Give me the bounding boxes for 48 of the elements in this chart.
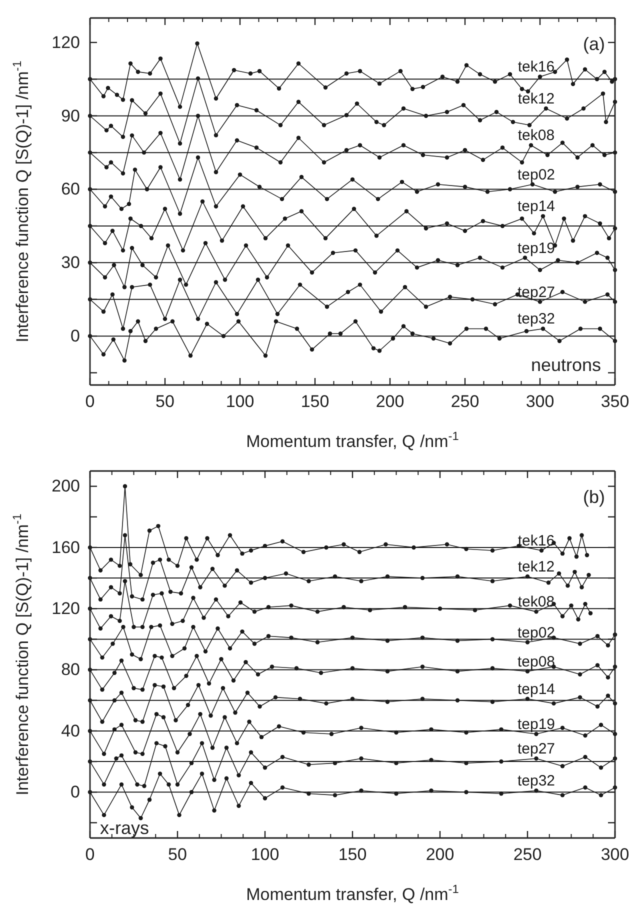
series-label: tep02 [517,166,556,184]
series-label: tek16 [518,58,555,76]
x-tick-label: 250 [513,845,542,864]
annotation: x-rays [100,818,149,838]
y-tick-label: 90 [61,106,80,126]
x-tick-label: 300 [526,392,554,412]
series-label: tep14 [517,680,556,698]
y-tick-label: 120 [52,599,80,618]
y-tick-label: 60 [61,180,80,199]
y-tick-label: 160 [52,538,80,557]
annotation: (b) [583,487,605,507]
y-tick-label: 0 [70,326,80,346]
x-tick-label: 0 [85,392,95,412]
series-label: tep32 [517,310,556,328]
x-tick-label: 250 [450,392,480,412]
series-label: tek12 [518,558,555,576]
y-tick-label: 40 [61,721,80,740]
x-axis-title: Momentum transfer, Q /nm$^{-1}$ [246,882,460,904]
y-tick-label: 80 [61,660,80,680]
series-label: tep02 [517,624,556,642]
annotation: (a) [583,34,605,54]
x-tick-label: 200 [426,845,454,864]
series-label: tep27 [517,284,556,301]
x-axis-title: Momentum transfer, Q /nm$^{-1}$ [246,429,460,451]
series-label: tep19 [517,716,556,734]
x-tick-label: 300 [600,845,630,864]
series-label: tep14 [517,198,556,216]
series-label: tep27 [517,740,556,758]
series-label: tek08 [518,594,555,611]
x-tick-label: 50 [156,392,174,412]
x-tick-label: 100 [250,845,280,864]
x-tick-label: 0 [85,845,95,864]
series-label: tep19 [517,240,556,257]
series-label: tek12 [518,90,555,108]
series-label: tep32 [517,772,556,790]
x-tick-label: 100 [226,392,254,412]
y-tick-label: 30 [61,253,80,272]
x-tick-label: 350 [600,392,630,412]
series-label: tek08 [518,127,555,144]
y-tick-label: 120 [52,32,80,52]
x-tick-label: 150 [300,392,330,412]
y-tick-label: 0 [70,782,80,802]
x-tick-label: 150 [338,845,367,864]
annotation: neutrons [530,355,601,375]
x-tick-label: 200 [376,392,404,412]
x-tick-label: 50 [168,845,187,864]
series-label: tep08 [517,653,556,670]
y-tick-label: 200 [52,476,80,496]
